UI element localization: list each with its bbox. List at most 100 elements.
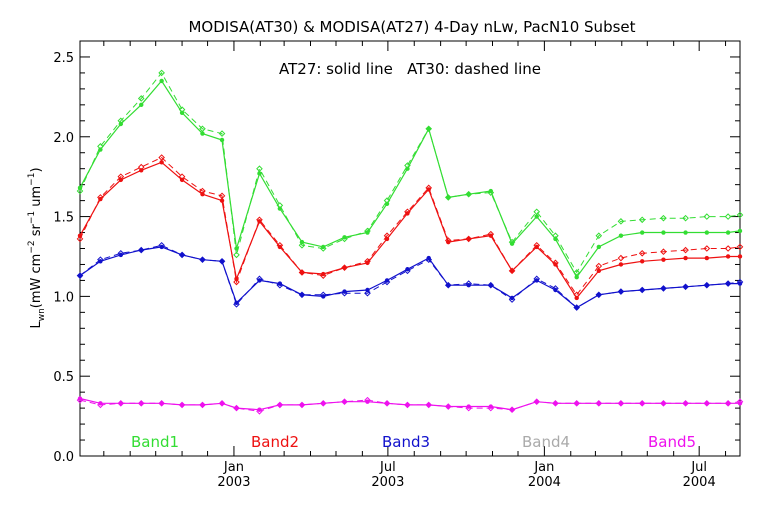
series-point-solid-band5 [618,401,624,406]
series-point-solid-band1 [98,147,103,152]
series-band2 [76,154,744,301]
series-point-solid-band5 [426,402,431,408]
series-point-solid-band3 [321,294,326,299]
series-point-solid-band1 [219,137,225,143]
series-point-solid-band2 [159,160,164,165]
series-point-dashed-band1 [298,242,306,249]
series-point-solid-band3 [299,292,305,297]
series-point-solid-band2 [98,196,103,202]
series-point-solid-band2 [321,271,326,277]
series-point-solid-band3 [596,292,602,297]
series-point-solid-band5 [139,401,144,406]
series-point-dashed-band1 [724,213,732,220]
series-point-solid-band3 [139,247,144,253]
series-layer [76,69,744,415]
series-point-solid-band2 [299,270,305,275]
series-point-solid-band3 [466,283,471,288]
series-point-solid-band5 [277,402,283,408]
series-point-solid-band1 [342,235,347,240]
series-point-solid-band2 [639,259,645,264]
series-line-solid-band3 [79,246,740,309]
y-label-exp3: −1 [27,173,37,186]
series-point-solid-band5 [596,401,602,406]
series-point-dashed-band2 [682,246,689,254]
series-point-solid-band2 [77,233,83,238]
series-point-solid-band5 [683,401,688,406]
y-label-open: (mW cm [29,254,44,309]
series-point-solid-band1 [426,126,431,131]
series-point-solid-band1 [639,230,645,235]
y-label-um: um [29,186,44,211]
series-point-dashed-band2 [76,235,84,243]
series-point-solid-band5 [534,399,539,404]
x-tick-label-year: 2003 [371,475,404,490]
x-tick-label-year: 2004 [683,475,716,490]
series-point-solid-band3 [553,287,558,293]
y-tick-label: 2.0 [53,131,74,146]
series-point-solid-band3 [737,281,743,286]
series-point-solid-band1 [596,244,602,250]
series-point-dashed-band1 [660,214,667,222]
series-point-solid-band2 [405,211,410,216]
series-point-solid-band1 [277,206,283,211]
x-tick-label-month: Jul [690,460,707,475]
series-point-solid-band5 [118,401,124,406]
series-point-solid-band5 [234,405,239,411]
series-line-solid-band2 [79,161,740,300]
series-point-dashed-band1 [703,213,711,220]
series-point-solid-band2 [596,268,602,274]
series-line-dashed-band2 [79,156,741,296]
series-line-solid-band1 [79,79,741,279]
y-tick-label: 0.0 [53,450,74,465]
series-point-solid-band1 [553,236,558,242]
series-point-solid-band5 [405,402,410,408]
y-axis: 0.0 0.5 1.0 1.5 2.0 2.5 [53,40,740,465]
series-point-solid-band5 [365,399,370,404]
series-point-solid-band5 [384,401,390,406]
legend-item-band3: Band3 [382,433,430,451]
chart-annotation: AT27: solid line AT30: dashed line [279,60,541,78]
series-point-solid-band2 [737,254,743,259]
series-point-solid-band3 [257,278,262,283]
series-point-solid-band1 [365,230,370,235]
legend: Band1 Band2 Band3 Band4 Band5 [131,433,696,451]
x-tick-label-year: 2004 [528,475,561,490]
series-band1 [76,69,744,280]
series-point-solid-band5 [219,401,225,406]
series-point-solid-band2 [446,239,451,245]
series-point-solid-band3 [342,289,347,294]
series-point-solid-band2 [725,254,731,259]
series-point-dashed-band1 [617,218,625,225]
series-point-solid-band1 [321,244,326,250]
series-point-solid-band1 [405,166,410,171]
series-point-solid-band2 [574,295,579,301]
series-point-solid-band5 [159,401,164,406]
series-point-solid-band2 [426,187,431,192]
series-point-solid-band5 [466,404,471,409]
series-point-solid-band3 [488,283,493,288]
series-point-dashed-band1 [158,69,165,77]
series-point-solid-band3 [200,257,205,262]
series-point-solid-band1 [179,110,185,116]
series-point-solid-band5 [553,401,558,406]
series-point-solid-band1 [488,188,493,194]
y-label-sub: wn [37,308,47,321]
series-point-solid-band1 [737,228,743,234]
series-point-solid-band3 [446,283,451,288]
y-label-sr: sr [29,223,44,240]
series-point-solid-band2 [466,236,471,242]
series-point-dashed-band1 [233,251,240,259]
series-point-solid-band5 [77,396,83,401]
legend-item-band4: Band4 [522,433,570,451]
series-point-solid-band3 [365,287,370,293]
series-point-solid-band1 [725,230,731,235]
x-tick-label-month: Jul [379,460,396,475]
series-point-solid-band2 [488,233,493,238]
series-point-solid-band3 [234,300,239,305]
series-point-solid-band3 [98,259,103,264]
series-point-solid-band5 [342,399,347,404]
series-point-solid-band5 [639,401,645,406]
series-point-solid-band2 [234,276,239,282]
series-point-solid-band5 [98,401,103,406]
